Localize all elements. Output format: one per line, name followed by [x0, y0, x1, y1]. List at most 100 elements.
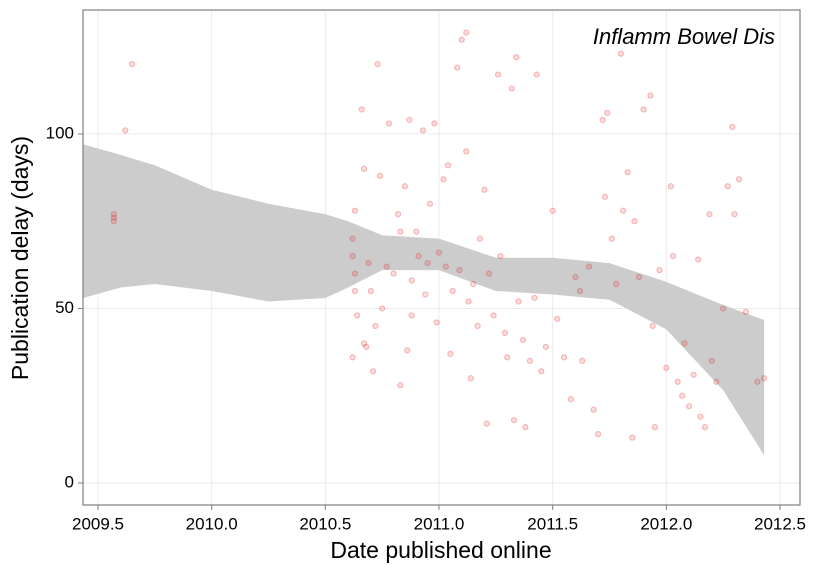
point	[515, 298, 522, 305]
point	[440, 176, 447, 183]
point	[349, 235, 356, 242]
point	[554, 315, 561, 323]
point	[372, 322, 379, 330]
point	[129, 61, 136, 68]
point	[408, 277, 415, 284]
point	[408, 312, 415, 319]
point	[510, 417, 518, 424]
point	[520, 336, 527, 343]
point	[358, 106, 365, 113]
point	[390, 270, 397, 277]
point	[442, 263, 449, 270]
x-tick-label: 2010.0	[186, 514, 238, 533]
point	[485, 270, 493, 277]
point	[490, 312, 497, 319]
point	[670, 253, 677, 260]
point	[522, 424, 529, 431]
point	[674, 378, 681, 385]
point	[383, 263, 390, 270]
point	[624, 169, 631, 176]
point	[729, 123, 736, 131]
point	[585, 263, 593, 270]
point	[504, 354, 511, 361]
point	[349, 253, 356, 260]
point	[679, 392, 686, 399]
point	[742, 308, 749, 316]
annotation: Inflamm Bowel Dis	[593, 24, 775, 49]
point	[635, 273, 643, 281]
point	[579, 357, 586, 364]
point	[713, 378, 720, 385]
x-axis-title: Date published online	[330, 537, 551, 563]
point	[426, 200, 434, 207]
point	[760, 375, 768, 382]
point	[706, 211, 713, 218]
point	[431, 120, 438, 127]
point	[433, 319, 440, 326]
point	[110, 211, 118, 218]
point	[631, 218, 638, 225]
point	[349, 354, 356, 361]
point	[572, 273, 579, 281]
point	[449, 287, 456, 295]
point	[110, 214, 118, 221]
point	[604, 109, 611, 117]
point	[444, 162, 452, 169]
point	[422, 291, 429, 298]
point	[456, 266, 463, 274]
point	[394, 211, 402, 218]
point	[681, 340, 688, 347]
point	[469, 280, 477, 288]
point	[397, 228, 404, 235]
point	[647, 92, 654, 99]
point	[435, 249, 443, 256]
point	[542, 343, 549, 350]
point	[447, 350, 454, 357]
x-tick-label: 2011.5	[527, 514, 578, 533]
point	[467, 375, 474, 382]
point	[379, 305, 386, 312]
point	[401, 183, 408, 190]
point	[708, 357, 715, 364]
point	[690, 371, 697, 378]
point	[481, 186, 488, 193]
y-tick-label: 100	[46, 123, 74, 142]
x-tick-label: 2010.5	[299, 514, 351, 533]
point	[533, 71, 540, 78]
point	[458, 36, 465, 43]
point	[363, 343, 370, 350]
point	[685, 403, 693, 410]
point	[465, 298, 472, 305]
point	[376, 172, 383, 179]
point	[360, 340, 368, 347]
point	[483, 420, 490, 427]
marks	[83, 29, 768, 456]
point	[404, 347, 411, 354]
point	[508, 85, 515, 92]
point	[576, 287, 584, 295]
point	[526, 357, 534, 364]
point	[549, 207, 556, 214]
x-tick-label: 2011.0	[414, 514, 465, 533]
point	[567, 396, 574, 403]
x-tick-label: 2009.5	[72, 514, 124, 533]
point	[374, 61, 381, 68]
y-axis-title: Publication delay (days)	[7, 136, 33, 380]
point	[454, 64, 461, 71]
point	[656, 266, 663, 274]
point	[397, 382, 404, 389]
point	[413, 228, 420, 235]
point	[463, 148, 470, 155]
point	[599, 116, 606, 124]
point	[495, 71, 502, 78]
point	[724, 183, 731, 190]
point	[608, 235, 615, 242]
point	[354, 312, 361, 319]
point	[560, 354, 568, 361]
point	[731, 211, 738, 218]
point	[613, 280, 620, 288]
point	[735, 176, 743, 183]
plot-border	[82, 9, 801, 506]
point	[385, 120, 393, 127]
point	[595, 431, 602, 438]
